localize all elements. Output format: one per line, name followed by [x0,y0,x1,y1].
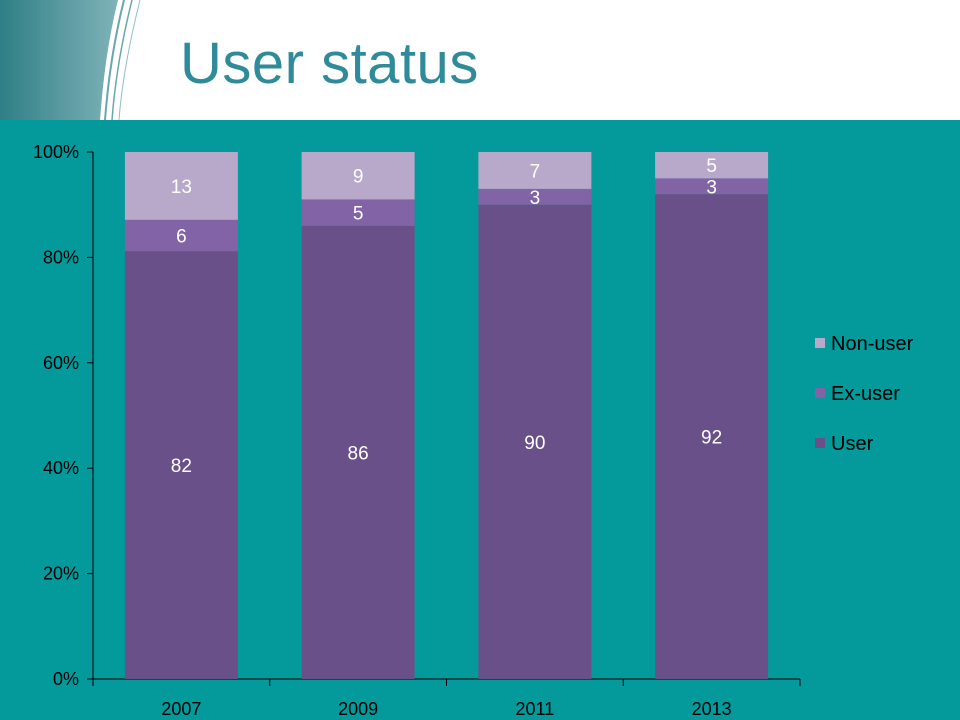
slide-decoration [0,0,141,120]
stacked-bar-chart: 0% 20% 40% 60% 80% 100% 2007 2009 2011 2013 82 6 13… [33,142,914,719]
bar-segment-non-user [478,152,592,189]
data-label: 6 [176,226,187,247]
x-tick-label: 2009 [338,699,378,719]
y-tick-label: 20% [43,564,79,584]
data-label: 82 [171,456,192,477]
data-label: 3 [706,177,717,198]
bar-segment-non-user [124,152,238,220]
y-tick-label: 40% [43,458,79,478]
data-label: 5 [353,204,364,225]
legend-label: User [831,433,874,455]
data-label: 13 [171,177,192,198]
legend-label: Non-user [831,333,914,355]
y-tick-label: 100% [33,142,79,162]
legend-swatch [815,438,825,448]
data-label: 5 [706,156,717,177]
axes-layer: 0% 20% 40% 60% 80% 100% 2007 2009 2011 2013 [33,142,801,719]
data-label: 90 [524,433,545,454]
legend: Non-user Ex-user User [815,333,914,455]
data-label: 3 [530,188,541,209]
x-tick-label: 2013 [692,699,732,719]
y-tick-label: 0% [53,669,79,689]
bar-segment-ex-user [655,178,769,195]
bar-segment-ex-user [301,199,415,226]
chart-area: 0% 20% 40% 60% 80% 100% 2007 2009 2011 2013 82 6 13… [0,120,960,720]
bar-segment-user [478,204,592,679]
x-tick-label: 2011 [516,699,555,719]
legend-swatch [815,388,825,398]
bar-segment-user [124,251,238,679]
bar-segment-user [301,225,415,679]
legend-label: Ex-user [831,383,900,405]
y-tick-label: 60% [43,353,79,373]
legend-swatch [815,338,825,348]
data-label: 9 [353,167,364,188]
y-tick-label: 80% [43,247,79,267]
x-tick-label: 2007 [161,699,201,719]
data-label: 92 [701,428,722,449]
bar-segment-non-user [301,152,415,200]
bar-segment-ex-user [124,219,238,252]
bars-layer [124,152,769,679]
data-label: 86 [348,443,369,464]
bar-segment-non-user [655,152,769,179]
bar-segment-ex-user [478,188,592,205]
slide-title: User status [180,31,479,96]
bar-segment-user [655,194,769,679]
data-label: 7 [530,161,541,182]
